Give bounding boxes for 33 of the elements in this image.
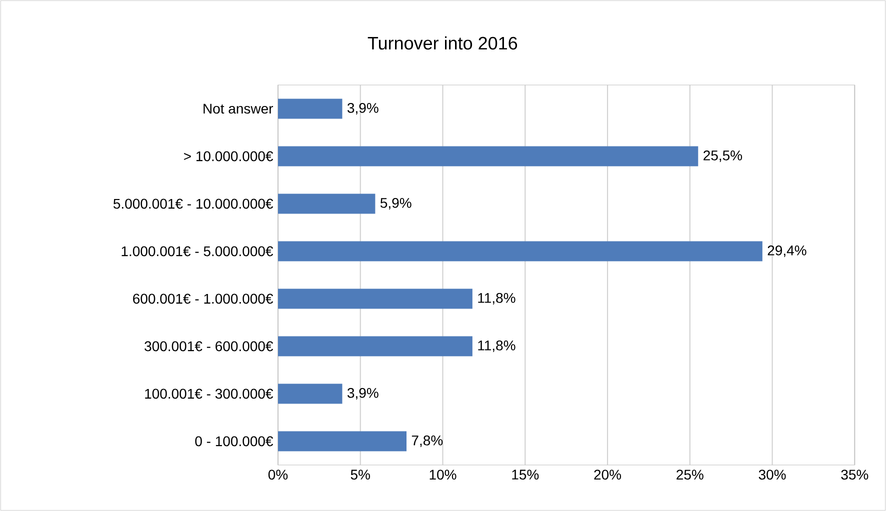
data-label: 11,8% xyxy=(478,340,516,352)
x-tick-label: 20% xyxy=(594,470,622,480)
y-tick-label: 100.001€ - 300.000€ xyxy=(145,388,274,399)
bar xyxy=(278,146,698,166)
data-label: 7,8% xyxy=(412,435,443,448)
y-tick-label: Not answer xyxy=(204,104,274,114)
x-tick-label: 15% xyxy=(512,470,539,480)
y-tick-label: 0 - 100.000€ xyxy=(195,436,274,446)
bar xyxy=(278,384,342,404)
data-label: 25,5% xyxy=(704,150,742,162)
x-tick-label: 35% xyxy=(841,470,868,480)
data-label: 11,8% xyxy=(478,292,516,305)
data-label: 3,9% xyxy=(347,102,378,115)
bar xyxy=(278,98,342,119)
bar xyxy=(278,241,762,262)
bar xyxy=(278,194,376,214)
y-tick-label: 5.000.001€ - 10.000.000€ xyxy=(113,198,274,209)
y-tick-label: 300.001€ - 600.000€ xyxy=(144,341,274,352)
bar xyxy=(278,431,407,452)
bar xyxy=(278,336,472,356)
x-tick-label: 10% xyxy=(430,470,456,480)
data-label: 29,4% xyxy=(768,245,806,258)
x-tick-label: 5% xyxy=(350,470,370,480)
data-label: 3,9% xyxy=(347,388,378,400)
data-label: 5,9% xyxy=(380,198,412,210)
bar xyxy=(278,288,472,309)
x-tick-label: 25% xyxy=(676,470,704,480)
x-tick-label: 30% xyxy=(758,470,786,480)
chart-title: Turnover into 2016 xyxy=(368,36,518,50)
y-tick-label: 600.001€ - 1.000.000€ xyxy=(133,294,274,304)
y-tick-label: > 10.000.000€ xyxy=(184,151,274,162)
y-tick-label: 1.000.001€ - 5.000.000€ xyxy=(122,246,274,256)
x-tick-label: 0% xyxy=(268,470,288,480)
